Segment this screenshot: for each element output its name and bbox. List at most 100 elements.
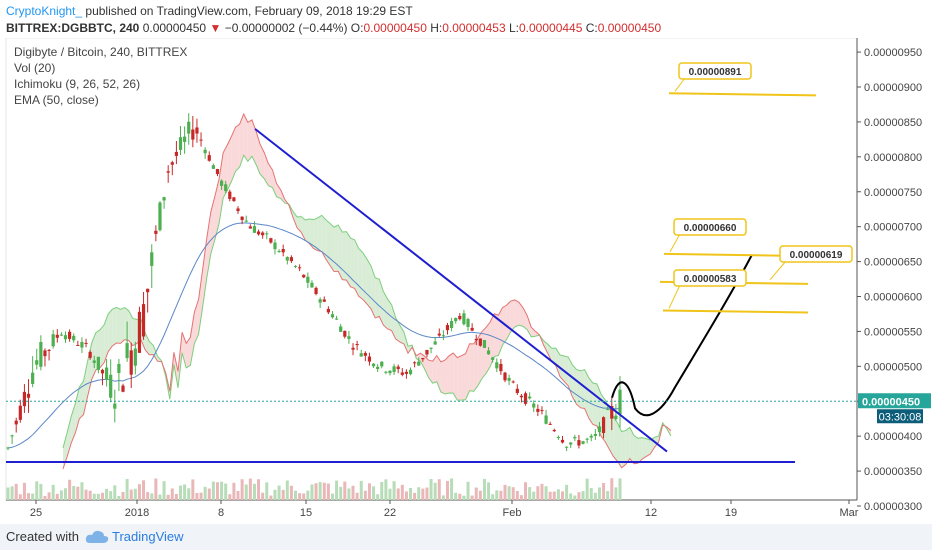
- ichimoku-cloud-segment: [383, 291, 388, 329]
- candle-body: [606, 409, 610, 411]
- ichimoku-cloud-segment: [605, 399, 610, 450]
- candle-body: [330, 314, 335, 318]
- author-link[interactable]: CryptoKnight_: [6, 4, 83, 18]
- ichimoku-cloud-segment: [465, 343, 470, 400]
- candle-body: [610, 405, 614, 419]
- legend-ichimoku[interactable]: Ichimoku (9, 26, 52, 26): [14, 77, 141, 91]
- ichimoku-cloud-segment: [609, 408, 614, 457]
- ichimoku-cloud-segment: [362, 252, 367, 304]
- ichimoku-cloud-segment: [510, 299, 515, 332]
- publish-line: CryptoKnight_ published on TradingView.c…: [6, 4, 413, 18]
- candle-body: [486, 350, 491, 355]
- candle-body: [80, 342, 84, 348]
- volume-bar: [14, 483, 18, 500]
- candle-body: [187, 121, 191, 134]
- tradingview-brand-link[interactable]: TradingView: [112, 529, 184, 544]
- symbol-label: BITTREX:DGBBTC, 240: [6, 21, 140, 35]
- candle-body: [26, 393, 31, 398]
- candle-body: [92, 360, 96, 363]
- candle-body: [310, 282, 314, 288]
- volume-bar: [404, 491, 408, 500]
- volume-bar: [244, 484, 248, 500]
- candle-body: [314, 287, 318, 294]
- candle-body: [355, 344, 359, 346]
- volume-bar: [51, 484, 55, 500]
- candle-body: [18, 405, 22, 420]
- ichimoku-cloud-segment: [440, 360, 445, 394]
- candle-body: [499, 363, 503, 372]
- candle-body: [343, 330, 347, 337]
- volume-bar: [207, 488, 211, 500]
- volume-bar: [602, 482, 606, 500]
- volume-bar: [80, 482, 84, 500]
- volume-bar: [18, 494, 22, 500]
- candle-body: [577, 440, 581, 446]
- ichimoku-cloud-segment: [584, 369, 589, 419]
- callout-box: [678, 62, 752, 80]
- volume-bar: [121, 491, 125, 500]
- candle-body: [285, 257, 289, 261]
- candle-body: [125, 343, 129, 359]
- plot-area: [5, 38, 858, 501]
- candle-body: [482, 340, 487, 348]
- candle-body: [195, 127, 199, 134]
- price-chart[interactable]: 0.00000950 0.00000900 0.00000850 0.00000800…: [0, 38, 932, 524]
- legend-ema[interactable]: EMA (50, close): [14, 93, 99, 107]
- created-with-text: Created with: [6, 529, 79, 544]
- volume-bar: [318, 482, 322, 500]
- candle-body: [183, 136, 187, 142]
- candle-body: [51, 334, 55, 347]
- candle-body: [503, 372, 507, 381]
- candle-body: [178, 137, 183, 150]
- x-tick-label: 12: [645, 507, 657, 519]
- close-label: C:: [585, 21, 598, 35]
- ichimoku-cloud-segment: [116, 307, 121, 344]
- volume-bar: [351, 485, 355, 500]
- legend-title[interactable]: Digibyte / Bitcoin, 240, BITTREX: [14, 45, 188, 59]
- senkou-span-a: [62, 154, 672, 449]
- x-tick-label: 19: [725, 507, 737, 519]
- candle-body: [137, 311, 142, 353]
- candle-body: [548, 423, 552, 425]
- candle-body: [141, 304, 146, 337]
- callout-label: 0.00000891: [689, 67, 742, 78]
- candle-body: [404, 371, 409, 374]
- current-price-text: 0.00000450: [862, 396, 920, 408]
- ichimoku-cloud-segment: [202, 238, 207, 308]
- volume-bar: [137, 484, 141, 500]
- x-tick-label: 8: [218, 507, 224, 519]
- candle-body: [445, 325, 450, 331]
- y-tick-label: 0.00000750: [864, 187, 922, 199]
- candle-body: [10, 435, 14, 437]
- ichimoku-cloud-segment: [239, 113, 244, 168]
- y-tick-label: 0.00000650: [864, 257, 922, 269]
- volume-bar: [445, 481, 449, 500]
- ichimoku-cloud-segment: [436, 355, 441, 393]
- candle-body: [269, 238, 273, 243]
- volume-bar: [248, 478, 252, 500]
- candle-body: [589, 435, 593, 438]
- volume-bar: [55, 493, 59, 500]
- candle-body: [470, 327, 474, 331]
- volume-bar: [491, 494, 495, 500]
- ichimoku-cloud-segment: [391, 304, 396, 340]
- ohlc-line: BITTREX:DGBBTC, 240 0.00000450 ▼ −0.0000…: [6, 21, 661, 35]
- candle-body: [150, 252, 154, 266]
- target-line: [662, 309, 809, 314]
- callout-pointer: [668, 284, 681, 309]
- price-change: −0.00000002 (−0.44%): [224, 21, 348, 35]
- volume-bar: [606, 491, 610, 500]
- ichimoku-cloud-segment: [481, 327, 487, 379]
- volume-bar: [618, 478, 622, 500]
- callout-label: 0.00000583: [684, 274, 737, 285]
- candle-body: [6, 447, 10, 449]
- candle-body: [31, 372, 35, 384]
- volume-bar: [129, 489, 133, 500]
- volume-bar: [610, 478, 614, 500]
- volume-bar: [68, 479, 72, 500]
- volume-bar: [458, 493, 462, 500]
- candle-body: [203, 149, 207, 154]
- volume-bar: [232, 482, 236, 500]
- legend-volume[interactable]: Vol (20): [14, 61, 56, 75]
- ichimoku-cloud-segment: [317, 215, 322, 252]
